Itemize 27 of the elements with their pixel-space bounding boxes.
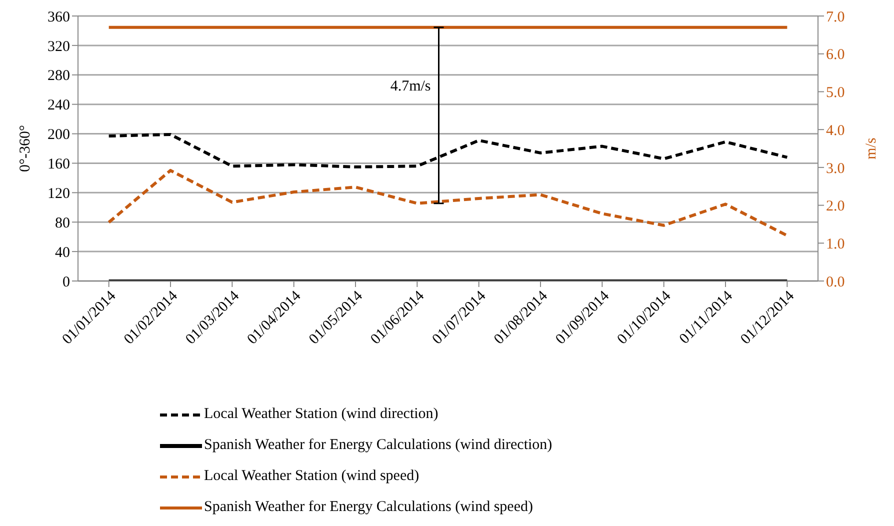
y-tick-label: 40	[55, 244, 70, 261]
y-axis-title: 0°-360°	[17, 125, 34, 172]
y2-tick-label: 5.0	[826, 85, 845, 102]
y-tick-label: 80	[55, 215, 70, 232]
y-tick-label: 240	[48, 98, 70, 114]
y-tick-label: 160	[48, 156, 70, 173]
y-tick-label: 0	[62, 274, 70, 290]
y2-tick-label: 3.0	[826, 160, 845, 177]
annotation: 4.7m/s	[390, 78, 431, 95]
legend-label: Spanish Weather for Energy Calculations (wind speed)	[204, 499, 533, 516]
y2-tick-label: 0.0	[826, 274, 845, 290]
y-tick-label: 120	[48, 186, 70, 202]
y-tick-label: 320	[48, 38, 70, 55]
y2-tick-label: 1.0	[826, 236, 845, 252]
y2-axis-title: m/s	[863, 138, 880, 160]
y2-tick-label: 4.0	[826, 122, 845, 139]
line-series	[107, 168, 789, 238]
y2-tick-label: 2.0	[826, 198, 845, 215]
legend-label: Local Weather Station (wind direction)	[204, 406, 438, 423]
legend-label: Local Weather Station (wind speed)	[204, 468, 420, 485]
line-series	[107, 133, 789, 168]
legend-label: Spanish Weather for Energy Calculations (wind direction)	[204, 437, 552, 454]
y2-tick-label: 6.0	[826, 47, 845, 64]
y2-tick-label: 7.0	[826, 9, 845, 26]
y-tick-label: 360	[48, 9, 70, 26]
y-tick-label: 280	[48, 68, 70, 84]
y-tick-label: 200	[48, 127, 70, 144]
